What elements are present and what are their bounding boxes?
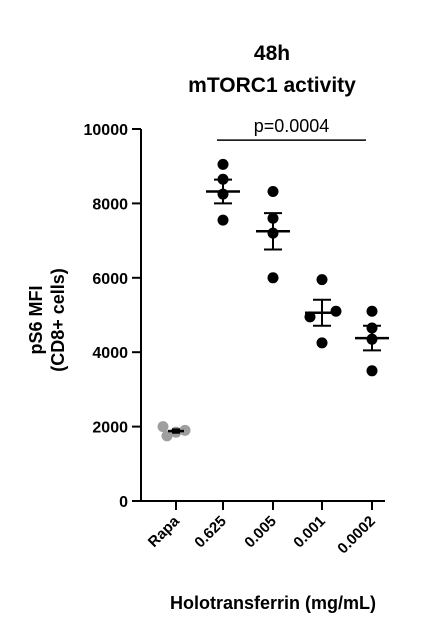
y-tick-label: 0 — [119, 494, 128, 511]
chart-title-line1: 48h — [254, 42, 290, 65]
data-point — [217, 214, 229, 226]
x-tick-label: 0.005 — [241, 513, 280, 552]
x-axis-label: Holotransferrin (mg/mL) — [170, 593, 376, 613]
x-tick-label: 0.0002 — [334, 513, 378, 557]
data-groups — [157, 158, 389, 442]
data-point — [217, 158, 229, 170]
data-point — [179, 424, 191, 436]
data-point — [161, 430, 173, 442]
data-point — [316, 274, 328, 286]
data-point — [316, 337, 328, 349]
data-point — [304, 311, 316, 323]
significance-label: p=0.0004 — [254, 116, 330, 136]
x-tick-label: 0.001 — [290, 513, 329, 552]
data-point — [366, 365, 378, 377]
y-ticks: 0 2000 4000 6000 8000 10000 — [84, 122, 141, 511]
y-tick-label: 8000 — [92, 196, 128, 213]
y-tick-label: 4000 — [92, 345, 128, 362]
y-axis-label: pS6 MFI (CD8+ cells) — [26, 268, 68, 372]
data-point — [267, 185, 279, 197]
y-tick-label: 10000 — [84, 122, 129, 139]
x-tick-label: 0.625 — [191, 513, 230, 552]
y-tick-label: 6000 — [92, 271, 128, 288]
data-point — [366, 305, 378, 317]
y-tick-label: 2000 — [92, 420, 128, 437]
x-ticks: Rapa 0.625 0.005 0.001 0.0002 — [145, 501, 379, 557]
y-axis-label-line1: pS6 MFI — [26, 285, 46, 354]
significance-annotation: p=0.0004 — [217, 116, 366, 141]
x-tick-label: Rapa — [145, 512, 183, 550]
data-point — [330, 305, 342, 317]
data-point — [157, 421, 169, 433]
chart-title-line2: mTORC1 activity — [188, 74, 356, 97]
axes — [140, 129, 385, 502]
data-point — [267, 272, 279, 284]
y-axis-label-line2: (CD8+ cells) — [48, 268, 68, 372]
